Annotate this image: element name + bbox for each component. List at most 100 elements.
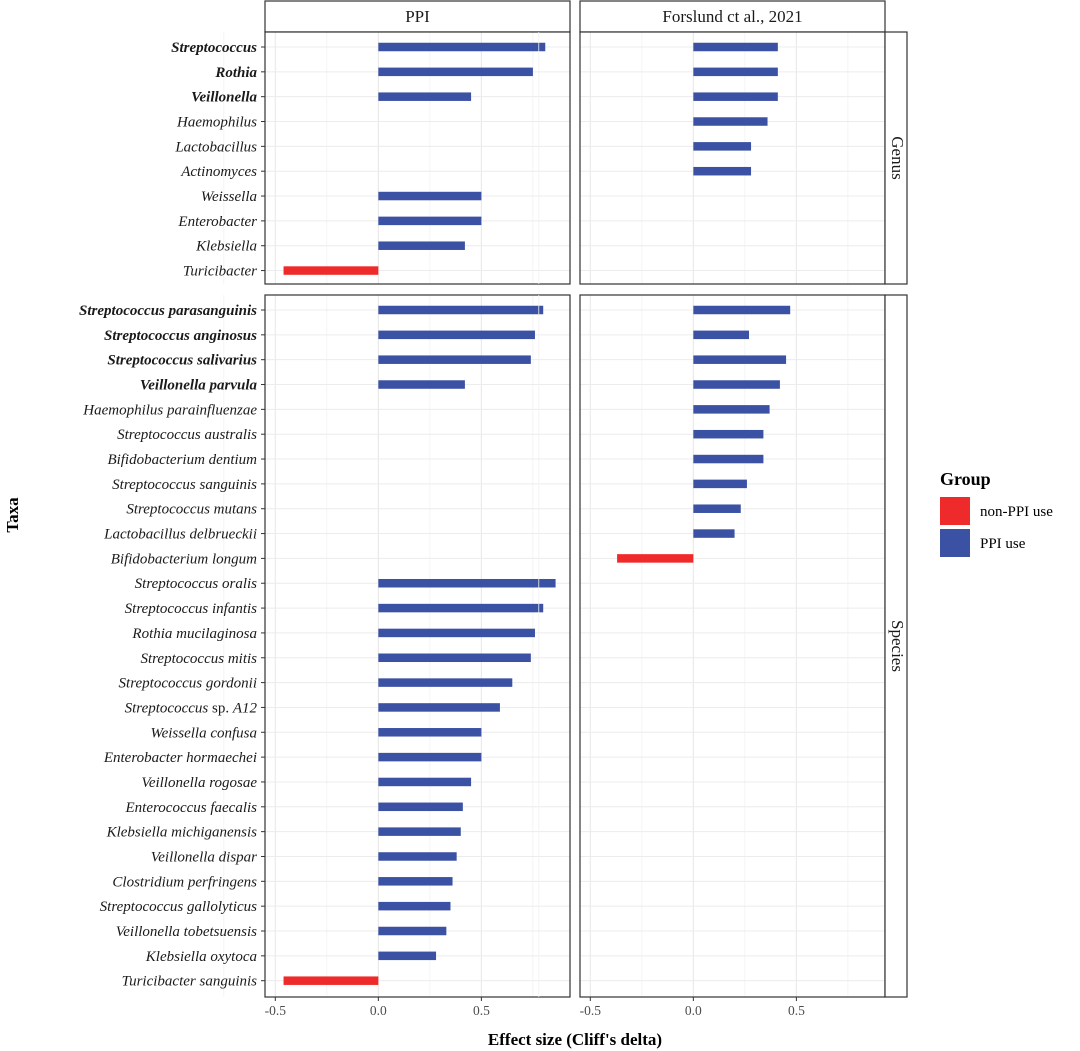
row-label-species-19: Veillonella rogosae [141,775,257,791]
bar-species-forslund-4 [693,405,770,414]
legend-label-PPI: PPI use [980,536,1026,552]
row-label-species-21: Klebsiella michiganensis [106,825,258,841]
row-label-species-26: Klebsiella oxytoca [145,949,257,965]
x-tick-label: 0.5 [473,1003,490,1018]
row-label-genus-8: Klebsiella [195,239,257,255]
panel-genus-ppi [223,31,571,285]
x-axis-title: Effect size (Cliff's delta) [488,1030,662,1049]
bar-species-ppi-27 [283,976,379,985]
panel-species-forslund [538,294,886,998]
bar-species-ppi-0 [378,305,544,315]
strip-ppi [264,0,571,33]
row-label-genus-7: Enterobacter [177,214,257,230]
row-label-species-18: Enterobacter hormaechei [103,750,257,766]
row-label-species-27: Turicibacter sanguinis [122,974,258,990]
x-tick-label: 0.0 [370,1003,387,1018]
panel-border [264,294,571,998]
facet-strip-genus [884,31,908,285]
row-label-species-11: Streptococcus oralis [135,576,258,592]
row-label-species-15: Streptococcus gordonii [119,676,257,692]
panel-genus-forslund [538,31,886,285]
facet-label-species: Species [888,620,907,672]
row-label-species-25: Veillonella tobetsuensis [116,924,257,940]
row-label-genus-0: Streptococcus [171,40,257,56]
legend: Group non-PPI use PPI use [940,469,1053,557]
bar-species-forslund-5 [693,429,764,439]
bar-species-forslund-3 [693,380,780,389]
row-label-genus-5: Actinomyces [180,164,257,180]
bar-genus-ppi-8 [378,241,465,250]
facet-label-genus: Genus [888,136,907,179]
bar-genus-forslund-3 [693,117,768,126]
strip-label-ppi: PPI [405,7,430,26]
bar-genus-ppi-2 [378,92,472,101]
strip-forslund [579,0,886,33]
row-label-genus-3: Haemophilus [176,115,257,131]
panel-background [265,295,570,997]
bar-species-forslund-6 [693,454,764,464]
bar-species-ppi-15 [378,678,513,687]
bar-species-ppi-26 [378,951,437,961]
bar-species-ppi-21 [378,827,461,836]
bar-species-ppi-14 [378,653,531,663]
bar-genus-ppi-9 [283,266,379,275]
bar-species-ppi-13 [378,628,535,638]
row-label-species-24: Streptococcus gallolyticus [100,899,257,915]
bar-species-ppi-25 [378,926,447,936]
row-label-genus-4: Lactobacillus [174,139,257,155]
bar-genus-forslund-5 [693,166,752,176]
panel-species: Species Streptococcus parasanguinis Strept… [79,294,908,998]
row-label-genus-1: Rothia [214,65,257,81]
row-label-species-5: Streptococcus australis [117,427,257,443]
legend-label-non-PPI: non-PPI use [980,504,1053,520]
legend-swatch-PPI [940,529,970,557]
bar-species-ppi-2 [378,355,531,364]
row-label-species-22: Veillonella dispar [151,849,257,865]
bar-species-ppi-20 [378,802,463,812]
bar-species-forslund-2 [693,355,787,364]
x-tick-label: 0.0 [685,1003,702,1018]
bar-genus-ppi-0 [378,42,546,52]
bar-species-ppi-1 [378,330,535,340]
bar-species-forslund-8 [693,504,741,513]
legend-swatch-non-PPI [940,497,970,525]
bar-species-forslund-9 [693,529,735,538]
bar-species-ppi-17 [378,728,482,737]
row-label-species-10: Bifidobacterium longum [111,551,257,567]
row-label-genus-6: Weissella [201,189,257,205]
row-label-species-20: Enterococcus faecalis [125,800,258,816]
bar-genus-forslund-2 [693,92,778,101]
bar-species-ppi-22 [378,852,457,861]
panel-species-ppi [223,294,571,998]
facet-strip-species [884,294,908,998]
row-label-species-7: Streptococcus sanguinis [112,477,257,493]
bar-species-ppi-11 [378,578,556,588]
bar-genus-ppi-6 [378,191,482,201]
bar-species-forslund-10 [617,554,694,563]
bar-genus-ppi-7 [378,216,482,226]
bar-genus-forslund-4 [693,142,752,151]
row-label-species-8: Streptococcus mutans [126,502,257,518]
row-label-species-13: Rothia mucilaginosa [131,626,257,642]
bar-species-ppi-16 [378,703,500,712]
row-label-genus-9: Turicibacter [183,264,257,280]
row-label-species-1: Streptococcus anginosus [104,328,257,344]
bar-species-ppi-19 [378,777,472,787]
strip-label-forslund: Forslund ct al., 2021 [662,7,802,26]
row-label-species-12: Streptococcus infantis [125,601,258,617]
bar-species-forslund-0 [693,305,791,315]
row-label-species-6: Bifidobacterium dentium [107,452,257,468]
bar-species-ppi-24 [378,901,451,911]
bar-species-forslund-1 [693,330,749,340]
row-label-species-17: Weissella confusa [150,725,257,741]
panel-border [264,31,571,285]
bar-genus-forslund-0 [693,42,778,52]
row-label-species-0: Streptococcus parasanguinis [79,303,257,319]
bar-species-ppi-12 [378,603,544,613]
row-label-species-23: Clostridium perfringens [112,874,257,890]
row-label-genus-2: Veillonella [191,90,257,106]
row-label-species-16: Streptococcus sp. A12 [125,700,258,716]
bar-species-ppi-18 [378,752,482,762]
bar-genus-forslund-1 [693,67,778,77]
row-label-species-4: Haemophilus parainfluenzae [82,402,257,418]
